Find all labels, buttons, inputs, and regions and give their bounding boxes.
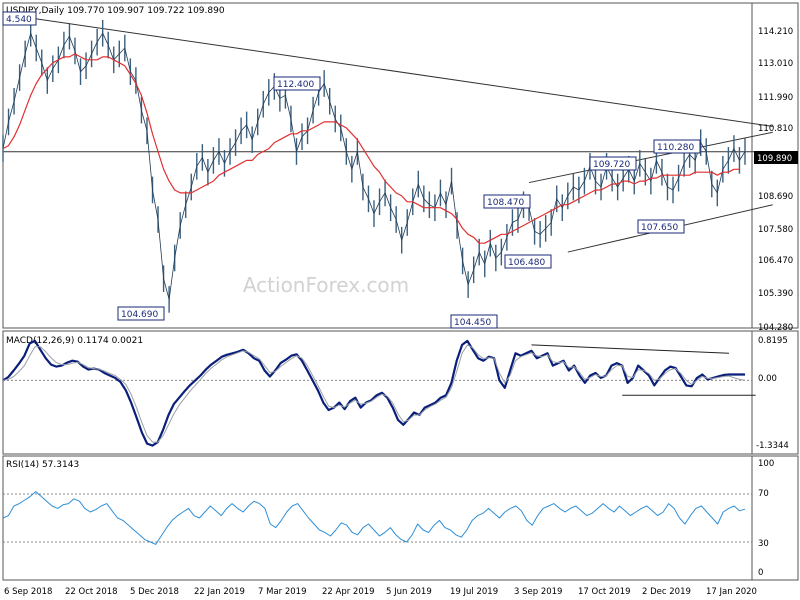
rsi-header: RSI(14) 57.3143 xyxy=(6,460,79,470)
macd-y-tick: 0.00 xyxy=(758,374,777,384)
annotation-label: 4.540 xyxy=(2,11,37,26)
macd-header: MACD(12,26,9) 0.1174 0.0021 xyxy=(6,336,143,346)
macd-y-tick: -1.3344 xyxy=(756,441,789,451)
rsi-line xyxy=(2,491,746,545)
annotation-text: 4.540 xyxy=(6,15,32,25)
price-trendlines xyxy=(2,13,773,253)
y-tick-label: 106.470 xyxy=(758,256,793,266)
macd-y-tick: 0.8195 xyxy=(758,336,788,346)
close-line xyxy=(2,32,746,300)
rsi-levels xyxy=(3,493,752,543)
price-series-group xyxy=(2,19,746,313)
rsi-panel: RSI(14) 57.3143 100 70 30 0 xyxy=(2,455,799,581)
moving-average-line xyxy=(2,53,740,244)
price-axis-frame xyxy=(751,2,799,329)
price-panel: ActionForex.com USDJPY,Daily 109.770 109… xyxy=(2,2,799,333)
y-tick-label: 110.810 xyxy=(758,124,793,134)
x-tick-label: 22 Apr 2019 xyxy=(322,587,375,597)
rsi-y-tick: 70 xyxy=(758,489,769,499)
macd-axis-frame xyxy=(751,330,799,455)
annotation-label: 104.690 xyxy=(117,306,165,321)
macd-series-group xyxy=(2,339,746,447)
annotation-label: 112.400 xyxy=(273,76,321,91)
last-price-label: 109.890 xyxy=(757,154,792,164)
annotation-label: 106.480 xyxy=(504,254,552,269)
x-tick-label: 22 Oct 2018 xyxy=(65,587,118,597)
rsi-plot-frame xyxy=(2,455,753,581)
trendline xyxy=(2,13,773,127)
price-annotations: 4.540 112.400 104.690 104.450 108.470 10… xyxy=(2,11,701,329)
x-tick-label: 5 Dec 2018 xyxy=(130,587,179,597)
annotation-label: 108.470 xyxy=(483,194,531,209)
annotation-text: 104.690 xyxy=(121,310,158,320)
last-price-box xyxy=(754,151,798,164)
rsi-axis-frame xyxy=(751,455,799,581)
annotation-text: 104.450 xyxy=(454,318,491,328)
annotation-label: 104.450 xyxy=(450,314,498,329)
watermark: ActionForex.com xyxy=(243,273,409,297)
y-tick-label: 107.580 xyxy=(758,225,793,235)
annotation-text: 108.470 xyxy=(487,198,524,208)
y-tick-label: 113.010 xyxy=(758,59,793,69)
annotation-label: 107.650 xyxy=(637,219,685,234)
annotation-text: 106.480 xyxy=(508,258,545,268)
annotation-text: 110.280 xyxy=(657,143,694,153)
x-tick-label: 6 Sep 2018 xyxy=(4,587,52,597)
macd-panel: MACD(12,26,9) 0.1174 0.0021 0.8195 0.00 … xyxy=(2,330,799,455)
annotation-text: 109.720 xyxy=(593,160,630,170)
trendline xyxy=(528,131,773,184)
annotation-text: 107.650 xyxy=(641,223,678,233)
x-tick-label: 2 Dec 2019 xyxy=(642,587,691,597)
x-tick-label: 22 Jan 2019 xyxy=(194,587,245,597)
x-tick-label: 17 Jan 2020 xyxy=(706,587,757,597)
signal-line xyxy=(2,344,746,443)
x-tick-label: 19 Jul 2019 xyxy=(450,587,498,597)
x-tick-label: 5 Jun 2019 xyxy=(386,587,432,597)
trendline xyxy=(531,344,730,354)
rsi-y-tick: 100 xyxy=(758,459,774,469)
rsi-y-tick: 0 xyxy=(758,568,763,578)
y-tick-label: 104.280 xyxy=(758,323,793,333)
price-y-axis: 114.210 113.010 111.990 110.810 109.890 … xyxy=(754,27,798,333)
x-tick-label: 3 Sep 2019 xyxy=(514,587,562,597)
rsi-y-tick: 30 xyxy=(758,539,769,549)
annotation-label: 110.280 xyxy=(653,139,701,154)
y-tick-label: 111.990 xyxy=(758,93,793,103)
price-header: USDJPY,Daily 109.770 109.907 109.722 109… xyxy=(6,6,225,16)
x-axis: 6 Sep 2018 22 Oct 2018 5 Dec 2018 22 Jan… xyxy=(4,587,757,597)
y-tick-label: 105.390 xyxy=(758,289,793,299)
x-tick-label: 7 Mar 2019 xyxy=(258,587,306,597)
annotation-label: 109.720 xyxy=(589,156,637,171)
annotation-text: 112.400 xyxy=(277,80,314,90)
x-tick-label: 17 Oct 2019 xyxy=(578,587,631,597)
rsi-series-group xyxy=(2,491,746,545)
y-tick-label: 114.210 xyxy=(758,27,793,37)
y-tick-label: 108.690 xyxy=(758,192,793,202)
